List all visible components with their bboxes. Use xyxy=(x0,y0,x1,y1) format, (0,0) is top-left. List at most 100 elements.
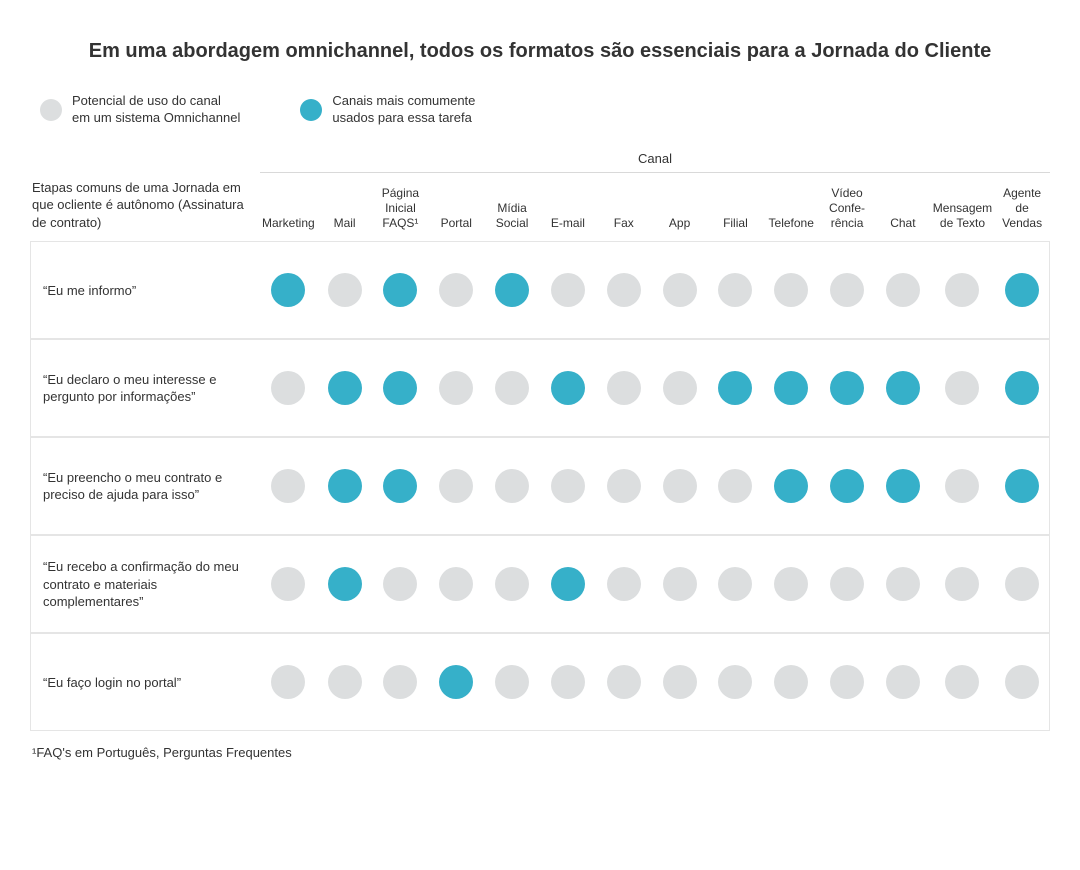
columns-axis-title: Canal xyxy=(260,151,1050,173)
column-header: Marketing xyxy=(260,212,317,241)
matrix-cell xyxy=(540,339,596,437)
matrix-cell xyxy=(260,437,317,535)
matrix-cell xyxy=(875,633,931,731)
row-label: “Eu me informo” xyxy=(30,241,260,339)
dot-potential-icon xyxy=(663,567,697,601)
matrix-cell xyxy=(875,437,931,535)
column-header: Chat xyxy=(875,212,931,241)
dot-potential-icon xyxy=(945,371,979,405)
dot-potential-icon xyxy=(830,665,864,699)
matrix-cell xyxy=(540,241,596,339)
matrix-grid: CanalEtapas comuns de uma Jornada em que… xyxy=(30,151,1050,732)
column-header: Telefone xyxy=(763,212,819,241)
matrix-cell xyxy=(994,437,1050,535)
matrix-cell xyxy=(596,535,652,633)
dot-potential-icon xyxy=(495,469,529,503)
dot-potential-icon xyxy=(945,469,979,503)
matrix-cell xyxy=(652,535,708,633)
matrix-cell xyxy=(931,241,994,339)
dot-potential-icon xyxy=(551,469,585,503)
column-header: App xyxy=(652,212,708,241)
column-header: Mail xyxy=(317,212,373,241)
dot-potential-icon xyxy=(1005,567,1039,601)
column-header: Agente de Vendas xyxy=(994,182,1050,241)
matrix-cell xyxy=(317,535,373,633)
matrix-cell xyxy=(428,633,484,731)
matrix-cell xyxy=(819,437,875,535)
matrix-cell xyxy=(994,241,1050,339)
matrix-cell xyxy=(707,633,763,731)
matrix-cell xyxy=(428,339,484,437)
dot-potential-icon xyxy=(328,273,362,307)
legend-item-1: Canais mais comumente usados para essa t… xyxy=(300,93,475,127)
dot-common-icon xyxy=(383,273,417,307)
matrix-cell xyxy=(596,633,652,731)
dot-potential-icon xyxy=(945,273,979,307)
dot-common-icon xyxy=(551,567,585,601)
dot-potential-icon xyxy=(271,371,305,405)
legend-label: Potencial de uso do canal em um sistema … xyxy=(72,93,240,127)
potential-swatch-icon xyxy=(40,99,62,121)
matrix-cell xyxy=(317,339,373,437)
dot-potential-icon xyxy=(271,469,305,503)
dot-potential-icon xyxy=(718,469,752,503)
matrix-cell xyxy=(484,633,540,731)
matrix-cell xyxy=(596,241,652,339)
dot-potential-icon xyxy=(663,371,697,405)
dot-potential-icon xyxy=(439,469,473,503)
dot-potential-icon xyxy=(718,567,752,601)
dot-potential-icon xyxy=(718,273,752,307)
matrix-cell xyxy=(484,535,540,633)
matrix-cell xyxy=(540,437,596,535)
dot-potential-icon xyxy=(607,469,641,503)
matrix-cell xyxy=(373,437,429,535)
dot-potential-icon xyxy=(607,273,641,307)
dot-potential-icon xyxy=(663,469,697,503)
matrix-cell xyxy=(540,633,596,731)
matrix-cell xyxy=(484,241,540,339)
matrix-cell xyxy=(652,241,708,339)
matrix-cell xyxy=(763,535,819,633)
matrix-cell xyxy=(819,535,875,633)
dot-potential-icon xyxy=(495,567,529,601)
matrix-cell xyxy=(763,241,819,339)
matrix-cell xyxy=(931,535,994,633)
dot-common-icon xyxy=(271,273,305,307)
dot-potential-icon xyxy=(945,567,979,601)
dot-potential-icon xyxy=(718,665,752,699)
dot-potential-icon xyxy=(663,665,697,699)
dot-potential-icon xyxy=(439,371,473,405)
dot-common-icon xyxy=(495,273,529,307)
matrix-cell xyxy=(707,437,763,535)
matrix-cell xyxy=(763,339,819,437)
column-header: Vídeo Confe- rência xyxy=(819,182,875,241)
matrix-cell xyxy=(707,339,763,437)
row-label: “Eu declaro o meu interesse e pergunto p… xyxy=(30,339,260,437)
row-label: “Eu faço login no portal” xyxy=(30,633,260,731)
dot-potential-icon xyxy=(886,567,920,601)
dot-common-icon xyxy=(383,469,417,503)
dot-potential-icon xyxy=(495,665,529,699)
dot-potential-icon xyxy=(830,273,864,307)
dot-potential-icon xyxy=(774,273,808,307)
dot-potential-icon xyxy=(551,665,585,699)
page-title: Em uma abordagem omnichannel, todos os f… xyxy=(30,40,1050,63)
dot-potential-icon xyxy=(886,665,920,699)
matrix-cell xyxy=(484,339,540,437)
dot-potential-icon xyxy=(439,567,473,601)
matrix-cell xyxy=(652,339,708,437)
dot-common-icon xyxy=(886,469,920,503)
matrix-cell xyxy=(763,633,819,731)
dot-common-icon xyxy=(328,469,362,503)
matrix-cell xyxy=(819,241,875,339)
footnote: ¹FAQ's em Português, Perguntas Frequente… xyxy=(30,731,1050,760)
dot-potential-icon xyxy=(551,273,585,307)
matrix-cell xyxy=(707,535,763,633)
dot-potential-icon xyxy=(383,665,417,699)
matrix-cell xyxy=(428,437,484,535)
dot-potential-icon xyxy=(495,371,529,405)
dot-potential-icon xyxy=(271,567,305,601)
column-header: Mídia Social xyxy=(484,197,540,241)
legend-item-0: Potencial de uso do canal em um sistema … xyxy=(40,93,240,127)
matrix-cell xyxy=(763,437,819,535)
